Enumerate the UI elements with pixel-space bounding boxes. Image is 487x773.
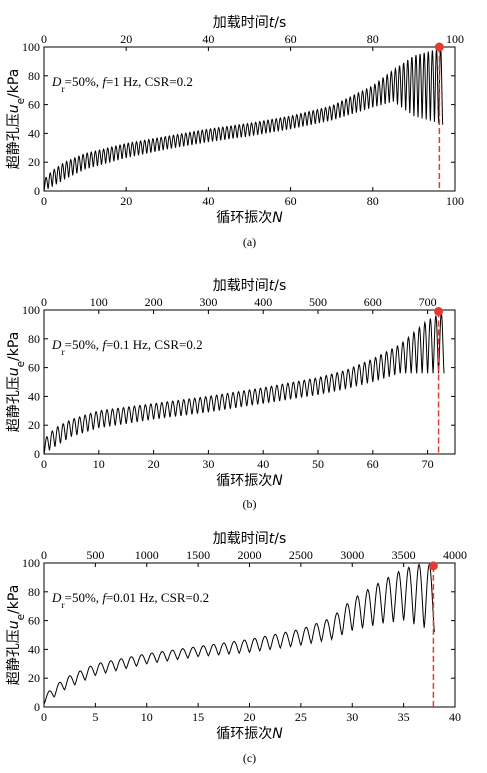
condition-annotation: Dr=50%, f=0.01 Hz, CSR=0.2 bbox=[51, 590, 209, 611]
y-tick-label: 0 bbox=[34, 184, 40, 198]
y-tick-label: 40 bbox=[28, 126, 40, 140]
x-tick-label: 15 bbox=[192, 710, 204, 724]
top-x-tick-label: 0 bbox=[41, 548, 47, 562]
x-tick-label: 5 bbox=[92, 710, 98, 724]
y-tick-label: 100 bbox=[22, 556, 40, 570]
top-x-tick-label: 20 bbox=[120, 32, 132, 46]
y-tick-label: 80 bbox=[28, 332, 40, 346]
x-tick-label: 0 bbox=[41, 710, 47, 724]
chart-panel-3: 0 5 10 15 20 25 30 35 400 500 1000 1500 2000 2500 3000… bbox=[6, 531, 467, 765]
top-x-tick-label: 0 bbox=[41, 295, 47, 309]
x-tick-label: 20 bbox=[148, 457, 160, 471]
x-tick-label: 30 bbox=[346, 710, 358, 724]
top-x-tick-label: 300 bbox=[199, 295, 217, 309]
y-tick-label: 60 bbox=[28, 98, 40, 112]
x-tick-label: 40 bbox=[449, 710, 461, 724]
top-x-tick-label: 200 bbox=[145, 295, 163, 309]
chart-panel-1: 0 20 40 60 80 1000 20 40 60 80 100020406080100Dr=5… bbox=[6, 15, 464, 249]
top-x-tick-label: 600 bbox=[364, 295, 382, 309]
x-tick-label: 60 bbox=[285, 194, 297, 208]
top-x-tick-label: 2500 bbox=[289, 548, 313, 562]
y-tick-label: 20 bbox=[28, 418, 40, 432]
top-x-tick-label: 3500 bbox=[392, 548, 416, 562]
y-tick-label: 40 bbox=[28, 389, 40, 403]
plot-frame bbox=[43, 562, 456, 708]
y-tick-label: 40 bbox=[28, 642, 40, 656]
x-tick-label: 60 bbox=[367, 457, 379, 471]
top-axis-title: 加载时间t/s bbox=[213, 278, 287, 294]
pore-pressure-curve bbox=[43, 47, 444, 192]
y-tick-label: 20 bbox=[28, 155, 40, 169]
y-tick-label: 100 bbox=[22, 303, 40, 317]
top-x-tick-label: 3000 bbox=[340, 548, 364, 562]
top-x-tick-label: 100 bbox=[446, 32, 464, 46]
top-x-tick-label: 4000 bbox=[443, 548, 467, 562]
x-tick-label: 0 bbox=[41, 457, 47, 471]
plot-frame bbox=[43, 309, 456, 455]
top-axis-title: 加载时间t/s bbox=[213, 531, 287, 547]
y-tick-label: 20 bbox=[28, 671, 40, 685]
panel-caption: (a) bbox=[243, 235, 256, 249]
top-x-tick-label: 0 bbox=[41, 32, 47, 46]
pore-pressure-curve bbox=[43, 562, 435, 705]
x-tick-label: 20 bbox=[244, 710, 256, 724]
x-tick-label: 10 bbox=[93, 457, 105, 471]
y-axis-title: 超静孔压ue/kPa bbox=[6, 585, 27, 686]
plot-frame bbox=[43, 46, 456, 192]
top-x-tick-label: 60 bbox=[285, 32, 297, 46]
x-axis-title: 循环振次N bbox=[216, 726, 283, 742]
y-tick-label: 80 bbox=[28, 69, 40, 83]
x-tick-label: 40 bbox=[257, 457, 269, 471]
top-x-tick-label: 1000 bbox=[135, 548, 159, 562]
x-tick-label: 20 bbox=[120, 194, 132, 208]
y-tick-label: 60 bbox=[28, 614, 40, 628]
x-tick-label: 30 bbox=[202, 457, 214, 471]
x-tick-label: 80 bbox=[367, 194, 379, 208]
x-tick-label: 70 bbox=[422, 457, 434, 471]
top-x-tick-label: 2000 bbox=[238, 548, 262, 562]
panel-caption: (b) bbox=[243, 497, 257, 511]
top-x-tick-label: 500 bbox=[86, 548, 104, 562]
x-tick-label: 35 bbox=[398, 710, 410, 724]
top-x-tick-label: 700 bbox=[419, 295, 437, 309]
liquefaction-point bbox=[428, 561, 438, 571]
y-tick-label: 80 bbox=[28, 585, 40, 599]
top-x-tick-label: 500 bbox=[309, 295, 327, 309]
x-tick-label: 10 bbox=[141, 710, 153, 724]
top-x-tick-label: 1500 bbox=[186, 548, 210, 562]
top-axis-title: 加载时间t/s bbox=[213, 15, 287, 31]
x-tick-label: 100 bbox=[446, 194, 464, 208]
y-axis-title: 超静孔压ue/kPa bbox=[6, 69, 27, 170]
top-x-tick-label: 400 bbox=[254, 295, 272, 309]
panel-caption: (c) bbox=[243, 751, 256, 765]
x-tick-label: 40 bbox=[202, 194, 214, 208]
x-tick-label: 0 bbox=[41, 194, 47, 208]
liquefaction-point bbox=[434, 306, 444, 316]
top-x-tick-label: 40 bbox=[202, 32, 214, 46]
chart-panel-2: 0 10 20 30 40 50 60 700 100 200 300 400 500 600 700020… bbox=[6, 278, 456, 511]
pore-pressure-curve bbox=[43, 312, 445, 455]
y-axis-title: 超静孔压ue/kPa bbox=[6, 332, 27, 433]
x-tick-label: 50 bbox=[312, 457, 324, 471]
condition-annotation: Dr=50%, f=0.1 Hz, CSR=0.2 bbox=[51, 337, 203, 358]
x-tick-label: 25 bbox=[295, 710, 307, 724]
x-axis-title: 循环振次N bbox=[216, 210, 283, 226]
x-axis-title: 循环振次N bbox=[216, 473, 283, 489]
y-tick-label: 60 bbox=[28, 361, 40, 375]
condition-annotation: Dr=50%, f=1 Hz, CSR=0.2 bbox=[51, 74, 193, 95]
y-tick-label: 0 bbox=[34, 700, 40, 714]
top-x-tick-label: 80 bbox=[367, 32, 379, 46]
y-tick-label: 100 bbox=[22, 40, 40, 54]
top-x-tick-label: 100 bbox=[90, 295, 108, 309]
liquefaction-point bbox=[434, 42, 444, 52]
y-tick-label: 0 bbox=[34, 447, 40, 461]
